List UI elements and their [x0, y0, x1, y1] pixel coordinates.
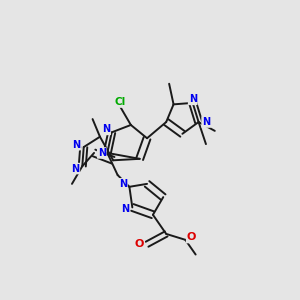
- Text: N: N: [102, 124, 110, 134]
- Text: O: O: [187, 232, 196, 242]
- Text: O: O: [135, 239, 144, 249]
- Text: N: N: [189, 94, 197, 104]
- Text: N: N: [98, 148, 106, 158]
- Text: N: N: [71, 164, 79, 173]
- Text: N: N: [202, 117, 210, 127]
- Text: N: N: [121, 204, 129, 214]
- Text: N: N: [72, 140, 80, 150]
- Text: Cl: Cl: [115, 97, 126, 107]
- Text: N: N: [119, 179, 127, 189]
